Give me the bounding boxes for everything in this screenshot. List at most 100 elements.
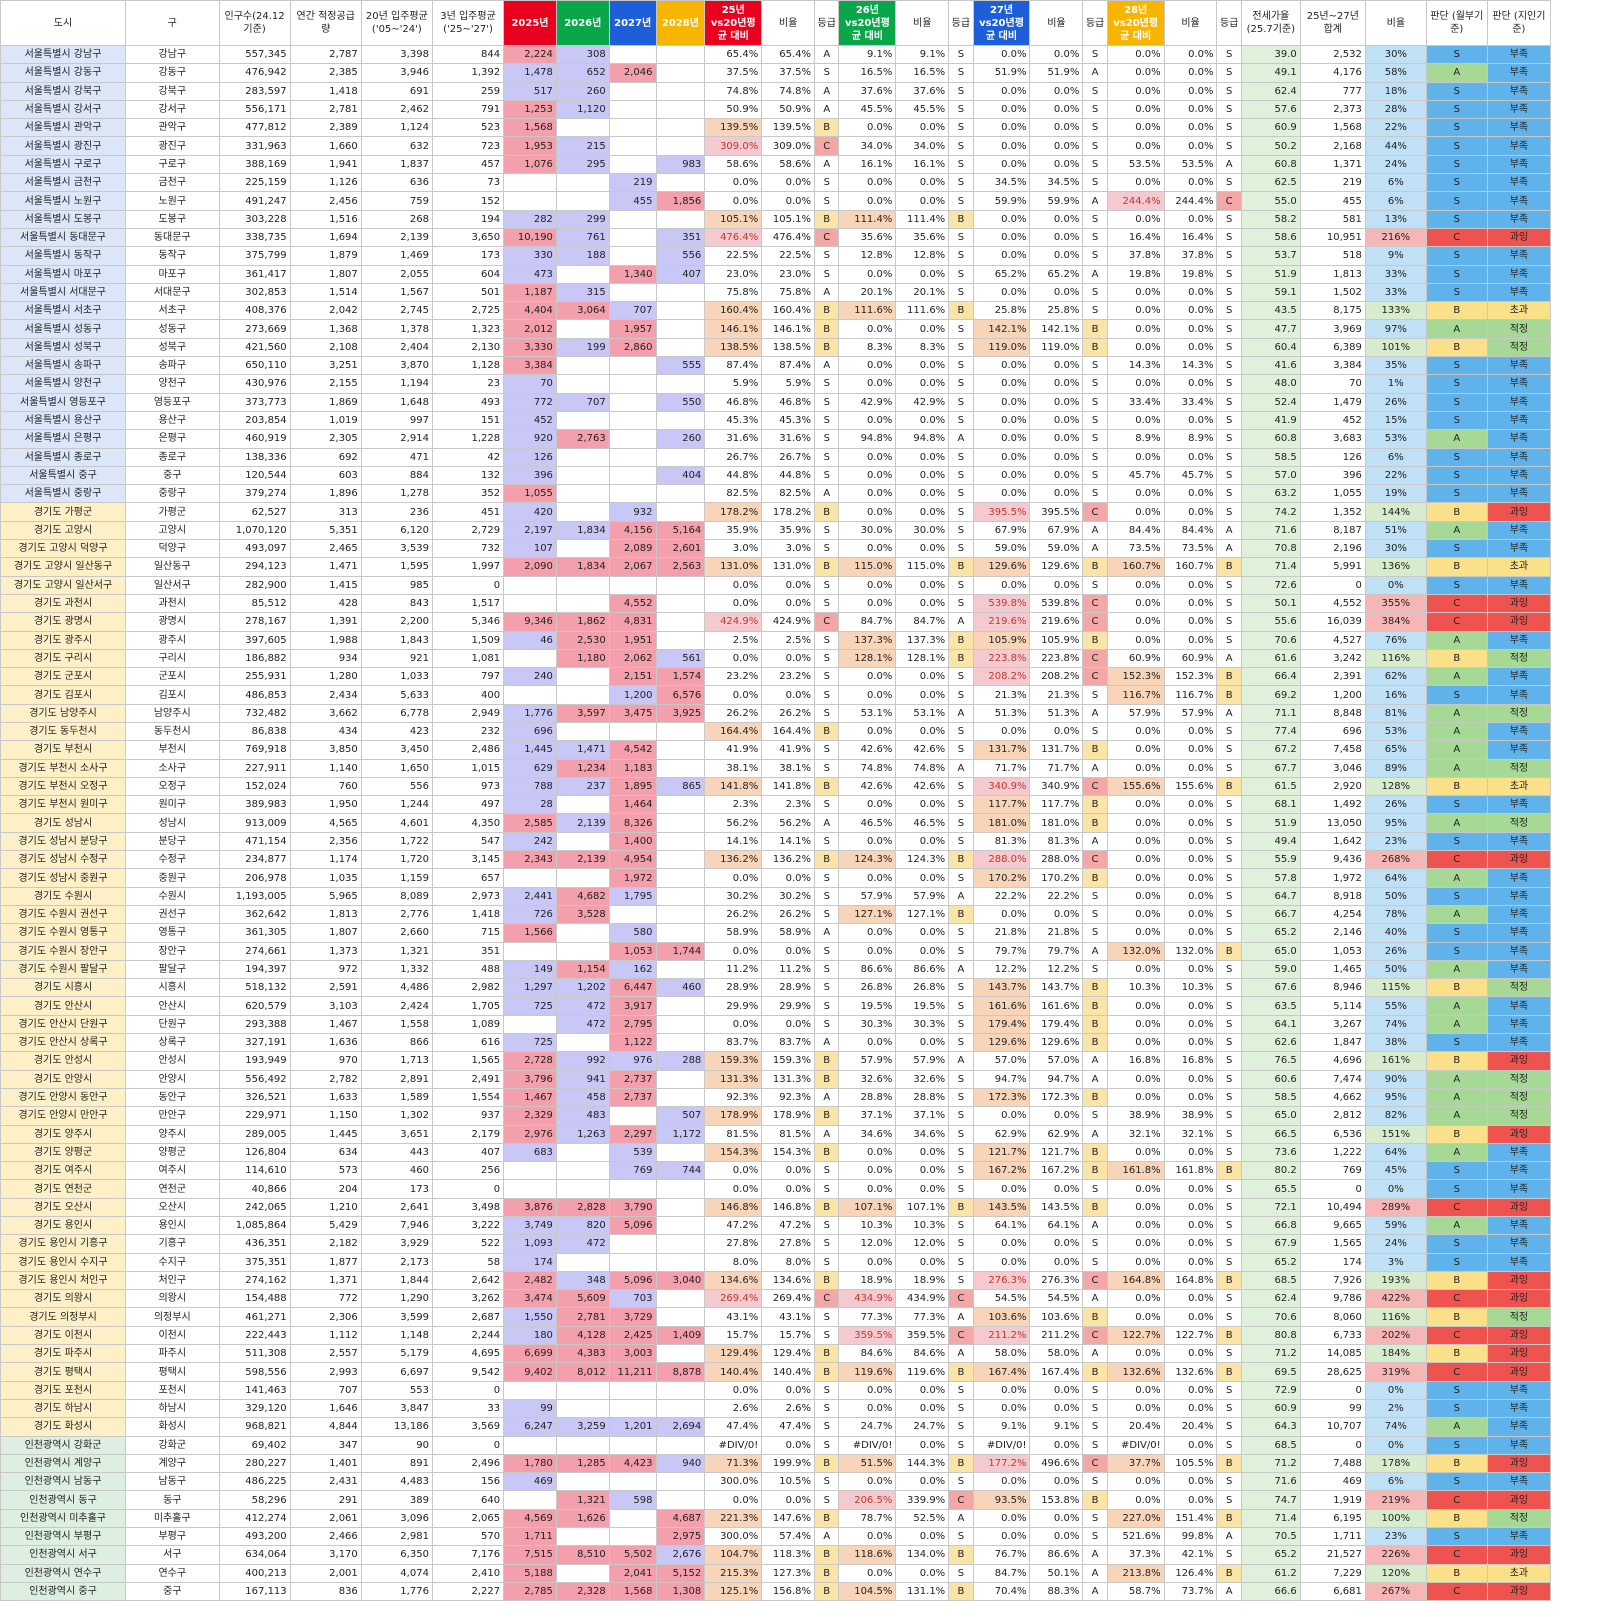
column-header[interactable]: 등급: [1216, 0, 1242, 46]
column-header[interactable]: 비율: [1029, 0, 1084, 46]
table-row[interactable]: 경기도 하남시 하남시 329,120 1,646 3,847 33 99 2.6% 2.6% S…: [0, 1398, 1552, 1419]
table-row[interactable]: 경기도 과천시 과천시 85,512 428 843 1,517 4,552 0.0% 0.0%…: [0, 593, 1552, 614]
table-row[interactable]: 인천광역시 강화군 강화군 69,402 347 90 0 #DIV/0! 0.0% S #DIV…: [0, 1435, 1552, 1455]
table-row[interactable]: 경기도 성남시 중원구 중원구 206,978 1,035 1,159 657 1,972 0…: [0, 868, 1552, 888]
table-row[interactable]: 경기도 고양시 일산서구 일산서구 282,900 1,415 985 0 0.0% 0.0%…: [0, 575, 1552, 595]
table-row[interactable]: 서울특별시 영등포구 영등포구 373,773 1,869 1,648 493 772 707…: [0, 392, 1552, 412]
table-row[interactable]: 경기도 파주시 파주시 511,308 2,557 5,179 4,695 6,699 4,3…: [0, 1344, 1552, 1364]
table-row[interactable]: 인천광역시 연수구 연수구 400,213 2,001 4,074 2,410 5,188 2…: [0, 1563, 1552, 1583]
table-row[interactable]: 경기도 부천시 원미구 원미구 389,983 1,950 1,244 497 28 1,46…: [0, 795, 1552, 815]
table-row[interactable]: 서울특별시 광진구 광진구 331,963 1,660 632 723 1,953 215 30…: [0, 136, 1552, 156]
column-header[interactable]: 25년 vs20년평균 대비: [704, 0, 763, 46]
table-row[interactable]: 서울특별시 중구 중구 120,544 603 884 132 396 404 44.8% 44.…: [0, 465, 1552, 486]
table-row[interactable]: 경기도 군포시 군포시 255,931 1,280 1,033 797 240 2,151 1,…: [0, 667, 1552, 687]
table-row[interactable]: 경기도 안양시 동안구 동안구 326,521 1,633 1,589 1,554 1,46…: [0, 1087, 1552, 1108]
table-row[interactable]: 경기도 용인시 수지구 수지구 375,351 1,877 2,173 58 174 8.0%…: [0, 1252, 1552, 1272]
table-row[interactable]: 경기도 구리시 구리시 186,882 934 921 1,081 1,180 2,062 56…: [0, 648, 1552, 669]
table-row[interactable]: 경기도 광명시 광명시 278,167 1,391 2,200 5,346 9,346 1,8…: [0, 612, 1552, 632]
table-row[interactable]: 경기도 안양시 만안구 만안구 229,971 1,150 1,302 937 2,329 4…: [0, 1106, 1552, 1126]
table-row[interactable]: 경기도 성남시 분당구 분당구 471,154 2,356 1,722 547 242 1,4…: [0, 831, 1552, 852]
table-row[interactable]: 경기도 부천시 오정구 오정구 152,024 760 556 973 788 237 1,89…: [0, 776, 1552, 797]
table-row[interactable]: 서울특별시 관악구 관악구 477,812 2,389 1,124 523 1,568 139…: [0, 118, 1552, 138]
table-row[interactable]: 경기도 용인시 용인시 1,085,864 5,429 7,946 3,222 3,749 8…: [0, 1215, 1552, 1236]
table-row[interactable]: 서울특별시 동대문구 동대문구 338,735 1,694 2,139 3,650 10,1…: [0, 227, 1552, 248]
column-header[interactable]: 비율: [761, 0, 816, 46]
table-row[interactable]: 서울특별시 마포구 마포구 361,417 1,807 2,055 604 473 1,340…: [0, 264, 1552, 284]
table-row[interactable]: 경기도 안양시 안양시 556,492 2,782 2,891 2,491 3,796 941…: [0, 1069, 1552, 1089]
table-row[interactable]: 서울특별시 강북구 강북구 283,597 1,418 691 259 517 260 74.8…: [0, 81, 1552, 101]
column-header[interactable]: 비율: [1163, 0, 1218, 46]
table-row[interactable]: 경기도 화성시 화성시 968,821 4,844 13,186 3,569 6,247 3,…: [0, 1417, 1552, 1437]
table-row[interactable]: 경기도 안산시 단원구 단원구 293,388 1,467 1,558 1,089 472 2…: [0, 1014, 1552, 1035]
table-row[interactable]: 서울특별시 송파구 송파구 650,110 3,251 3,870 1,128 3,384 5…: [0, 356, 1552, 376]
table-row[interactable]: 경기도 성남시 수정구 수정구 234,877 1,174 1,720 3,145 2,34…: [0, 850, 1552, 870]
column-header[interactable]: 2026년: [555, 0, 610, 46]
table-row[interactable]: 경기도 연천군 연천군 40,866 204 173 0 0.0% 0.0% S 0.0% 0.0%…: [0, 1179, 1552, 1199]
column-header[interactable]: 판단 (월부기준): [1425, 0, 1488, 46]
table-row[interactable]: 경기도 용인시 기흥구 기흥구 436,351 2,182 3,929 522 1,093 4…: [0, 1234, 1552, 1254]
table-row[interactable]: 경기도 수원시 영통구 영통구 361,305 1,807 2,660 715 1,566 5…: [0, 923, 1552, 943]
table-row[interactable]: 서울특별시 종로구 종로구 138,336 692 471 42 126 26.7% 26.7%…: [0, 447, 1552, 467]
column-header[interactable]: 비율: [1364, 0, 1427, 46]
table-row[interactable]: 경기도 부천시 부천시 769,918 3,850 3,450 2,486 1,445 1,4…: [0, 740, 1552, 760]
table-row[interactable]: 경기도 양평군 양평군 126,804 634 443 407 683 539 154.3% 15…: [0, 1142, 1552, 1163]
table-row[interactable]: 서울특별시 서대문구 서대문구 302,853 1,514 1,567 501 1,187 3…: [0, 282, 1552, 303]
column-header[interactable]: 27년 vs20년평균 대비: [972, 0, 1031, 46]
table-row[interactable]: 인천광역시 서구 서구 634,064 3,170 6,350 7,176 7,515 8,5…: [0, 1545, 1552, 1565]
table-row[interactable]: 경기도 가평군 가평군 62,527 313 236 451 420 932 178.2% 178…: [0, 502, 1552, 522]
table-row[interactable]: 인천광역시 부평구 부평구 493,200 2,466 2,981 570 1,711 2,9…: [0, 1527, 1552, 1547]
table-row[interactable]: 인천광역시 중구 중구 167,113 836 1,776 2,227 2,785 2,328…: [0, 1581, 1552, 1602]
table-row[interactable]: 서울특별시 구로구 구로구 388,169 1,941 1,837 457 1,076 295…: [0, 154, 1552, 175]
table-row[interactable]: 경기도 수원시 권선구 권선구 362,642 1,813 2,776 1,418 726 3…: [0, 904, 1552, 925]
column-header[interactable]: 등급: [1082, 0, 1108, 46]
column-header[interactable]: 전세가율 (25.7기준): [1240, 0, 1301, 46]
table-row[interactable]: 경기도 이천시 이천시 222,443 1,112 1,148 2,244 180 4,128…: [0, 1325, 1552, 1346]
column-header[interactable]: 2028년: [655, 0, 706, 46]
table-row[interactable]: 서울특별시 성동구 성동구 273,669 1,368 1,378 1,323 2,012 1…: [0, 319, 1552, 339]
table-row[interactable]: 서울특별시 동작구 동작구 375,799 1,879 1,469 173 330 188 55…: [0, 246, 1552, 266]
table-row[interactable]: 인천광역시 미추홀구 미추홀구 412,274 2,061 3,096 2,065 4,56…: [0, 1508, 1552, 1529]
table-row[interactable]: 서울특별시 은평구 은평구 460,919 2,305 2,914 1,228 920 2,7…: [0, 429, 1552, 449]
table-row[interactable]: 인천광역시 동구 동구 58,296 291 389 640 1,321 598 0.0% 0.0…: [0, 1490, 1552, 1510]
column-header[interactable]: 인구수(24.12 기준): [218, 0, 291, 46]
table-row[interactable]: 인천광역시 남동구 남동구 486,225 2,431 4,483 156 469 300.0…: [0, 1472, 1552, 1492]
column-header[interactable]: 도시: [0, 0, 127, 46]
column-header[interactable]: 25년~27년 합계: [1299, 0, 1366, 46]
table-row[interactable]: 경기도 용인시 처인구 처인구 274,162 1,371 1,844 2,642 2,48…: [0, 1270, 1552, 1291]
column-header[interactable]: 판단 (지인기준): [1486, 0, 1552, 46]
table-row[interactable]: 경기도 동두천시 동두천시 86,838 434 423 232 696 164.4% 164.…: [0, 721, 1552, 742]
table-row[interactable]: 경기도 수원시 팔달구 팔달구 194,397 972 1,332 488 149 1,154…: [0, 959, 1552, 980]
table-row[interactable]: 경기도 고양시 고양시 1,070,120 5,351 6,120 2,729 2,197 1…: [0, 520, 1552, 541]
column-header[interactable]: 비율: [895, 0, 950, 46]
table-row[interactable]: 경기도 포천시 포천시 141,463 707 553 0 0.0% 0.0% S 0.0% 0.0…: [0, 1380, 1552, 1400]
column-header[interactable]: 3년 입주평균 ('25~'27'): [431, 0, 505, 46]
table-row[interactable]: 서울특별시 노원구 노원구 491,247 2,456 759 152 455 1,856 0.…: [0, 191, 1552, 211]
column-header[interactable]: 연간 적정공급량: [289, 0, 362, 46]
table-row[interactable]: 경기도 양주시 양주시 289,005 1,445 3,651 2,179 2,976 1,2…: [0, 1124, 1552, 1144]
table-row[interactable]: 경기도 고양시 덕양구 덕양구 493,097 2,465 3,539 732 107 2,0…: [0, 539, 1552, 559]
column-header[interactable]: 28년 vs20년평균 대비: [1106, 0, 1165, 46]
table-row[interactable]: 경기도 의정부시 의정부시 461,271 2,306 3,599 2,687 1,550 2…: [0, 1307, 1552, 1327]
column-header[interactable]: 2025년: [503, 0, 557, 46]
column-header[interactable]: 등급: [948, 0, 974, 46]
column-header[interactable]: 등급: [814, 0, 840, 46]
table-row[interactable]: 경기도 평택시 평택시 598,556 2,993 6,697 9,542 9,402 8,0…: [0, 1362, 1552, 1382]
table-row[interactable]: 경기도 남양주시 남양주시 732,482 3,662 6,778 2,949 1,776 3…: [0, 703, 1552, 723]
table-row[interactable]: 경기도 김포시 김포시 486,853 2,434 5,633 400 1,200 6,576…: [0, 685, 1552, 705]
column-header[interactable]: 구: [125, 0, 220, 46]
table-row[interactable]: 서울특별시 도봉구 도봉구 303,228 1,516 268 194 282 299 105.…: [0, 209, 1552, 229]
column-header[interactable]: 20년 입주평균 ('05~'24'): [360, 0, 433, 46]
table-row[interactable]: 서울특별시 성북구 성북구 421,560 2,108 2,404 2,130 3,330 1…: [0, 337, 1552, 358]
table-row[interactable]: 서울특별시 강서구 강서구 556,171 2,781 2,462 791 1,253 1,1…: [0, 99, 1552, 120]
table-row[interactable]: 경기도 수원시 수원시 1,193,005 5,965 8,089 2,973 2,441 4…: [0, 886, 1552, 906]
table-row[interactable]: 경기도 고양시 일산동구 일산동구 294,123 1,471 1,595 1,997 2,…: [0, 557, 1552, 577]
table-row[interactable]: 경기도 부천시 소사구 소사구 227,911 1,140 1,650 1,015 629 1…: [0, 758, 1552, 778]
table-row[interactable]: 경기도 성남시 성남시 913,009 4,565 4,601 4,350 2,585 2,1…: [0, 813, 1552, 833]
table-row[interactable]: 경기도 시흥시 시흥시 518,132 2,591 4,486 2,982 1,297 1,2…: [0, 978, 1552, 998]
table-row[interactable]: 경기도 수원시 장안구 장안구 274,661 1,373 1,321 351 1,053 1…: [0, 941, 1552, 961]
table-row[interactable]: 경기도 여주시 여주시 114,610 573 460 256 769 744 0.0% 0.0%…: [0, 1161, 1552, 1181]
table-row[interactable]: 경기도 광주시 광주시 397,605 1,988 1,843 1,509 46 2,530 1…: [0, 630, 1552, 650]
table-row[interactable]: 경기도 안성시 안성시 193,949 970 1,713 1,565 2,728 992 97…: [0, 1051, 1552, 1071]
table-row[interactable]: 서울특별시 양천구 양천구 430,976 2,155 1,194 23 70 5.9% 5.9…: [0, 374, 1552, 394]
table-row[interactable]: 경기도 안산시 상록구 상록구 327,191 1,636 866 616 725 1,122…: [0, 1033, 1552, 1053]
